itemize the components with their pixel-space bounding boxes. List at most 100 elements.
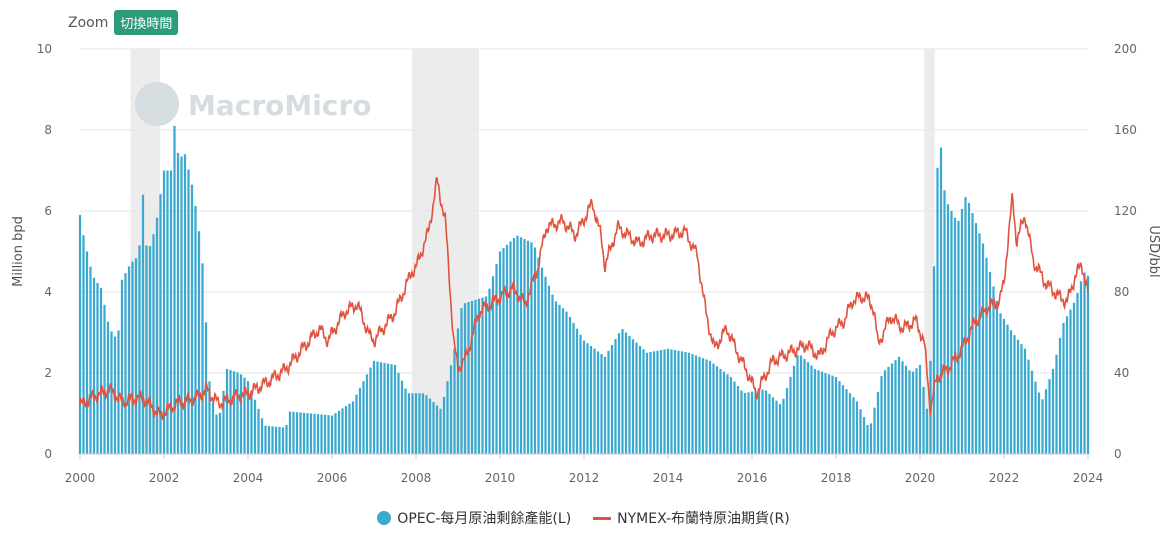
bar [684, 352, 687, 454]
bar [680, 351, 684, 454]
bar [950, 211, 953, 454]
bar [127, 266, 131, 454]
bar [670, 349, 673, 454]
bar [1034, 381, 1037, 454]
bar [292, 411, 295, 454]
x-tick-label: 2014 [653, 471, 684, 485]
bar [918, 364, 922, 454]
bar [764, 390, 768, 454]
x-tick-label: 2002 [149, 471, 180, 485]
bar [1013, 335, 1016, 454]
bar [397, 372, 400, 454]
bar [1023, 348, 1027, 454]
bar [848, 393, 852, 454]
bar [694, 355, 698, 454]
y-right-tick-label: 200 [1114, 42, 1137, 56]
bar [915, 368, 918, 454]
bar [225, 368, 229, 454]
bar [264, 425, 267, 454]
x-tick-label: 2012 [569, 471, 600, 485]
bar [638, 346, 642, 454]
bar [624, 332, 628, 454]
bar [743, 392, 747, 454]
bar [673, 350, 677, 454]
bar [348, 403, 351, 454]
bar [869, 423, 873, 454]
bar [792, 365, 796, 454]
bar [320, 414, 323, 454]
bar [1016, 339, 1020, 454]
bar [509, 241, 512, 454]
bar [344, 406, 348, 454]
bar [778, 404, 782, 454]
bar [274, 426, 278, 454]
bar [467, 302, 470, 454]
bar [418, 393, 421, 454]
bar [1041, 399, 1044, 454]
bar [449, 365, 453, 454]
bar [92, 277, 96, 454]
bar [796, 354, 799, 454]
bar [659, 350, 663, 454]
bar [876, 391, 880, 454]
x-tick-label: 2006 [317, 471, 348, 485]
bar [1083, 272, 1086, 454]
y-left-axis-title: Million bpd [11, 216, 26, 287]
bar [614, 339, 617, 454]
legend-bar-marker-icon [377, 511, 392, 525]
bar [162, 170, 166, 454]
bar [372, 360, 376, 454]
bar [432, 402, 435, 454]
bar [995, 300, 999, 454]
bar [379, 362, 383, 454]
switch-time-button[interactable]: 切換時間 [114, 10, 179, 35]
bar [558, 304, 561, 454]
bar [523, 239, 526, 454]
y-right-tick-label: 80 [1114, 285, 1129, 299]
bar [267, 426, 271, 454]
x-tick-label: 2022 [989, 471, 1020, 485]
legend-item-opec[interactable]: OPEC-每月原油剩餘產能(L) [377, 508, 571, 528]
bar [187, 169, 190, 455]
bar [582, 340, 586, 454]
bar [428, 398, 432, 454]
bar [281, 427, 285, 454]
bar [544, 276, 547, 454]
bar [859, 409, 862, 454]
bar [341, 408, 344, 454]
bar [733, 381, 736, 454]
bar [505, 244, 509, 454]
bar [586, 343, 589, 454]
bar [180, 156, 183, 455]
legend-item-brent[interactable]: NYMEX-布蘭特原油期貨(R) [593, 508, 790, 528]
bar [323, 414, 327, 454]
bar [810, 365, 813, 454]
x-tick-label: 2010 [485, 471, 516, 485]
bar [246, 381, 250, 454]
bar [460, 308, 463, 454]
bar [701, 358, 705, 454]
y-left-axis-ticks: 0 2 4 6 8 10 [37, 42, 52, 461]
bar [124, 273, 127, 454]
bar [887, 366, 890, 454]
bar [607, 350, 610, 454]
watermark: MacroMicro [135, 82, 372, 126]
bar [411, 393, 414, 454]
bar [922, 386, 925, 454]
bar [376, 361, 379, 454]
bar [470, 301, 474, 454]
bar [617, 333, 621, 454]
bar [568, 316, 572, 454]
bar [537, 257, 540, 454]
bar-series-opec-spare-capacity [78, 125, 1090, 455]
bar [554, 301, 558, 454]
legend: OPEC-每月原油剩餘產能(L) NYMEX-布蘭特原油期貨(R) [0, 508, 1167, 528]
bar [768, 393, 771, 454]
bar [575, 328, 579, 454]
bar [337, 410, 341, 454]
bar [705, 359, 708, 454]
bar [278, 427, 281, 454]
bar [628, 335, 631, 454]
bar [236, 372, 239, 454]
bar [484, 296, 488, 454]
